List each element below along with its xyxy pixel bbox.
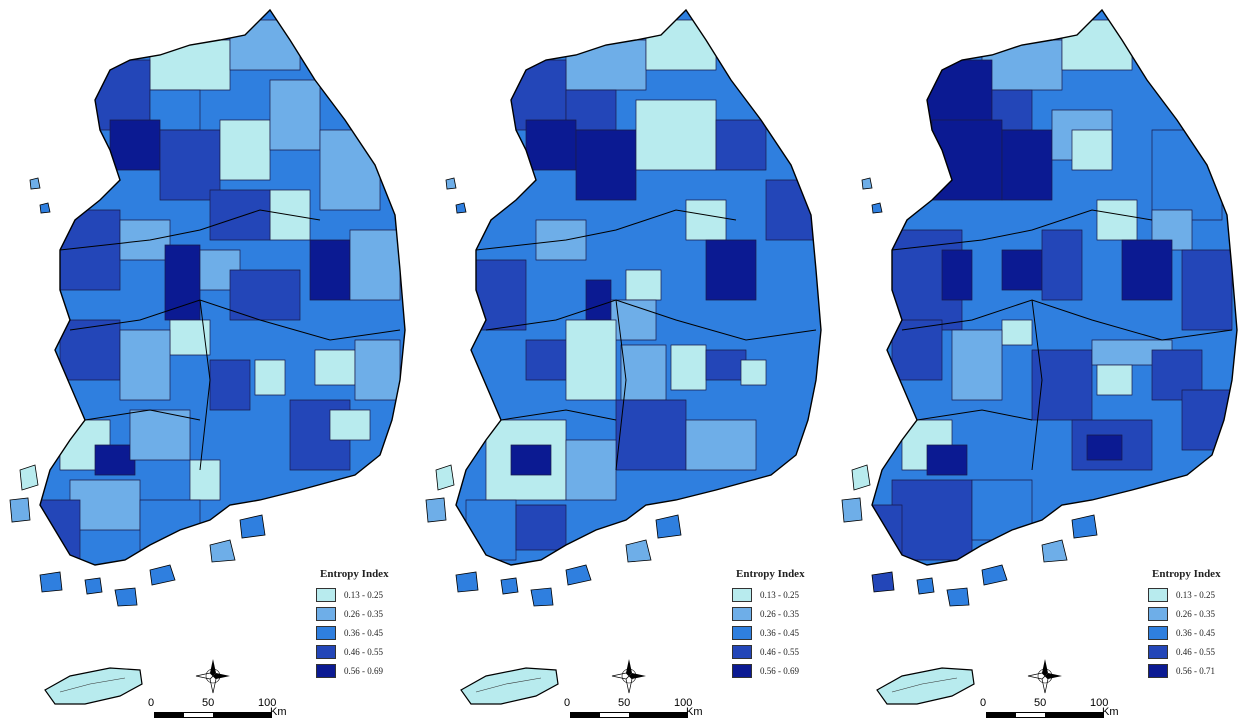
scale-unit: Km (686, 706, 703, 718)
legend-item: 0.36 - 0.45 (732, 623, 830, 642)
legend-title: Entropy Index (320, 568, 389, 580)
legend-swatch (1148, 625, 1168, 640)
scale-unit: Km (270, 706, 287, 718)
korea-map-2 (425, 8, 822, 705)
legend-swatch (732, 606, 752, 621)
legend-swatch (1148, 587, 1168, 602)
legend-swatch (1148, 644, 1168, 659)
legend-label: 0.26 - 0.35 (1176, 608, 1215, 619)
legend-label: 0.36 - 0.45 (1176, 627, 1215, 638)
scale-bar-3: 0 50 100 Km (980, 697, 1120, 721)
scale-tick-0: 0 (564, 697, 571, 709)
legend-label: 0.46 - 0.55 (760, 646, 799, 657)
legend-1: Entropy Index 0.13 - 0.25 0.26 - 0.35 0.… (316, 568, 414, 680)
north-arrow-icon (195, 659, 230, 694)
scale-tick-50: 50 (1034, 697, 1047, 709)
legend-label: 0.26 - 0.35 (760, 608, 799, 619)
legend-item: 0.13 - 0.25 (732, 585, 830, 604)
scale-graphic (986, 712, 1104, 718)
legend-item: 0.46 - 0.55 (732, 642, 830, 661)
scale-graphic (154, 712, 272, 718)
legend-swatch (316, 606, 336, 621)
legend-item: 0.13 - 0.25 (316, 585, 414, 604)
scale-graphic (570, 712, 688, 718)
legend-label: 0.13 - 0.25 (1176, 589, 1215, 600)
legend-label: 0.46 - 0.55 (344, 646, 383, 657)
legend-label: 0.13 - 0.25 (760, 589, 799, 600)
jeju-island (44, 667, 143, 705)
legend-label: 0.56 - 0.69 (760, 665, 799, 676)
legend-swatch (316, 644, 336, 659)
legend-item: 0.36 - 0.45 (316, 623, 414, 642)
scale-tick-0: 0 (148, 697, 155, 709)
legend-label: 0.36 - 0.45 (760, 627, 799, 638)
legend-item: 0.46 - 0.55 (1148, 642, 1246, 661)
legend-swatch (316, 587, 336, 602)
legend-swatch (316, 663, 336, 678)
legend-label: 0.26 - 0.35 (344, 608, 383, 619)
jeju-island (876, 667, 975, 705)
map-panel-3: Entropy Index 0.13 - 0.25 0.26 - 0.35 0.… (832, 0, 1248, 727)
scale-tick-100: 100 (674, 697, 693, 709)
legend-item: 0.46 - 0.55 (316, 642, 414, 661)
legend-swatch (732, 587, 752, 602)
legend-swatch (732, 625, 752, 640)
legend-swatch (1148, 606, 1168, 621)
legend-swatch (732, 663, 752, 678)
legend-item: 0.26 - 0.35 (1148, 604, 1246, 623)
map-panel-1: Entropy Index 0.13 - 0.25 0.26 - 0.35 0.… (0, 0, 416, 727)
north-arrow-icon (611, 659, 646, 694)
legend-label: 0.56 - 0.71 (1176, 665, 1215, 676)
legend-swatch (316, 625, 336, 640)
legend-item: 0.26 - 0.35 (732, 604, 830, 623)
scale-tick-100: 100 (1090, 697, 1109, 709)
legend-swatch (732, 644, 752, 659)
scale-tick-0: 0 (980, 697, 987, 709)
scale-tick-50: 50 (202, 697, 215, 709)
korea-map-3 (841, 8, 1238, 705)
legend-title: Entropy Index (736, 568, 805, 580)
north-arrow-icon (1027, 659, 1062, 694)
legend-swatch (1148, 663, 1168, 678)
jeju-island (460, 667, 559, 705)
legend-label: 0.13 - 0.25 (344, 589, 383, 600)
legend-title: Entropy Index (1152, 568, 1221, 580)
legend-label: 0.46 - 0.55 (1176, 646, 1215, 657)
legend-item: 0.56 - 0.69 (732, 661, 830, 680)
legend-item: 0.56 - 0.71 (1148, 661, 1246, 680)
legend-item: 0.56 - 0.69 (316, 661, 414, 680)
scale-tick-100: 100 (258, 697, 277, 709)
scale-unit: Km (1102, 706, 1119, 718)
legend-3: Entropy Index 0.13 - 0.25 0.26 - 0.35 0.… (1148, 568, 1246, 680)
map-panel-2: Entropy Index 0.13 - 0.25 0.26 - 0.35 0.… (416, 0, 832, 727)
scale-tick-50: 50 (618, 697, 631, 709)
legend-item: 0.13 - 0.25 (1148, 585, 1246, 604)
legend-item: 0.26 - 0.35 (316, 604, 414, 623)
scale-bar-2: 0 50 100 Km (564, 697, 704, 721)
legend-label: 0.56 - 0.69 (344, 665, 383, 676)
scale-bar-1: 0 50 100 Km (148, 697, 288, 721)
legend-2: Entropy Index 0.13 - 0.25 0.26 - 0.35 0.… (732, 568, 830, 680)
legend-item: 0.36 - 0.45 (1148, 623, 1246, 642)
legend-label: 0.36 - 0.45 (344, 627, 383, 638)
korea-map-1 (9, 8, 406, 705)
